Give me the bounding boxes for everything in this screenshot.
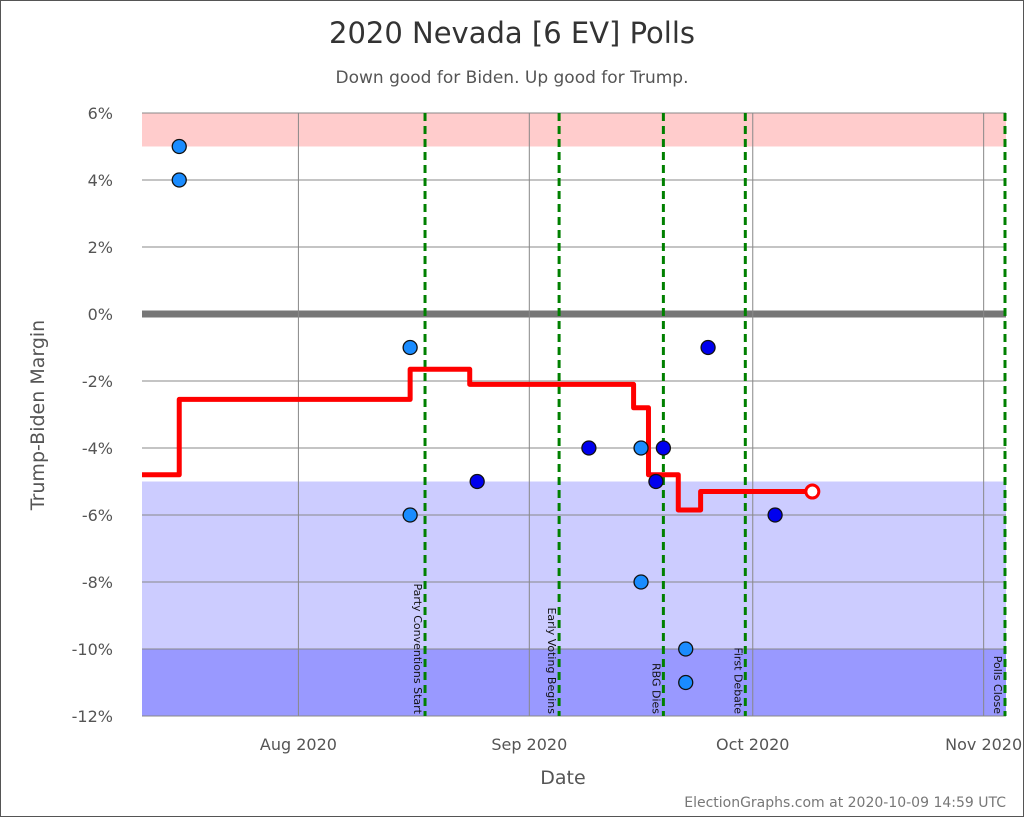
poll-point [581, 440, 597, 456]
poll-point [648, 473, 664, 490]
poll-point [655, 440, 672, 456]
event-label: Early Voting Begins [545, 607, 558, 714]
event-label: First Debate [731, 647, 744, 714]
x-axis-label: Date [540, 767, 585, 789]
poll-point [633, 440, 649, 456]
poll-point [767, 507, 783, 523]
y-tick-label: -2% [82, 372, 113, 391]
band [142, 481, 1006, 649]
chart-title: 2020 Nevada [6 EV] Polls [329, 16, 695, 50]
y-tick-label: -10% [72, 640, 113, 659]
y-axis-label: Trump-Biden Margin [27, 320, 49, 511]
x-tick-label: Oct 2020 [716, 735, 789, 754]
poll-point [469, 473, 485, 490]
event-label: Party Conventions Start [411, 583, 424, 714]
event-label: RBG Dies [649, 663, 662, 714]
poll-point [633, 574, 649, 590]
average-endpoint [804, 483, 821, 500]
y-tick-label: 6% [88, 104, 113, 123]
poll-point [402, 507, 418, 523]
chart-subtitle: Down good for Biden. Up good for Trump. [336, 68, 689, 88]
y-tick-label: -4% [82, 439, 113, 458]
poll-point [402, 339, 418, 356]
poll-point [700, 339, 716, 356]
y-tick-label: -12% [72, 707, 113, 726]
poll-point [171, 138, 187, 155]
band [142, 113, 1006, 147]
y-tick-label: -8% [82, 573, 113, 592]
y-tick-label: 2% [88, 238, 113, 257]
poll-point [171, 172, 187, 188]
band [142, 649, 1006, 716]
y-tick-label: 0% [88, 305, 113, 324]
y-tick-label: -6% [82, 506, 113, 525]
average-line [142, 366, 813, 513]
poll-point [678, 674, 694, 691]
y-tick-label: 4% [88, 171, 113, 190]
event-label: Polls Close [991, 656, 1004, 715]
x-tick-label: Nov 2020 [945, 735, 1022, 754]
x-tick-label: Sep 2020 [491, 735, 567, 754]
credit-text: ElectionGraphs.com at 2020-10-09 14:59 U… [684, 795, 1006, 811]
poll-point [678, 641, 694, 657]
x-tick-label: Aug 2020 [260, 735, 337, 754]
